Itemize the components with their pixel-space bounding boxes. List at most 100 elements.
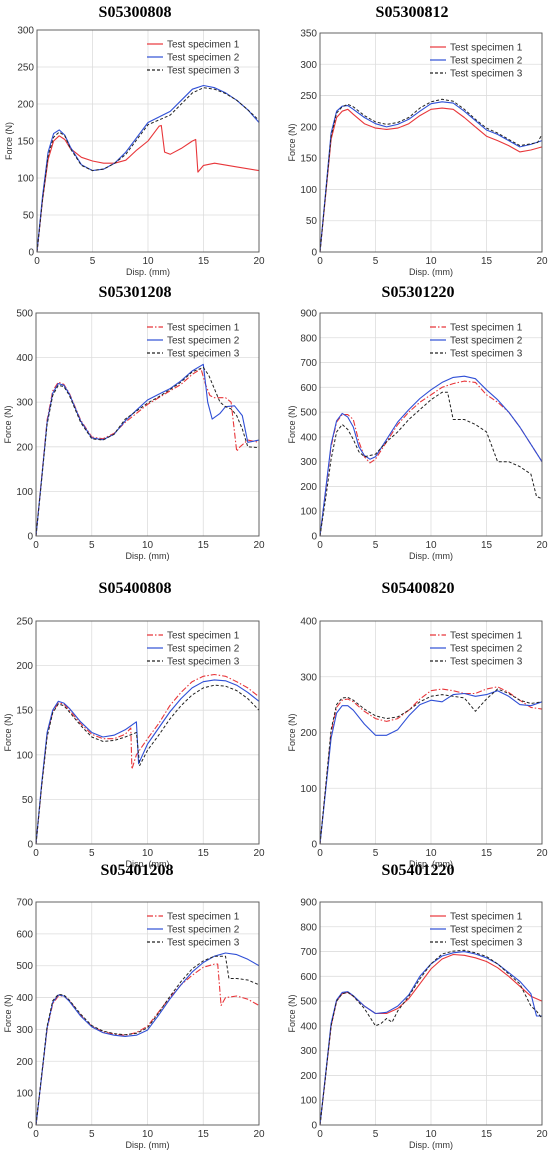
y-tick-label: 250 <box>300 91 317 102</box>
x-axis-label: Disp. (mm) <box>409 551 453 561</box>
series-line-1 <box>35 963 260 1126</box>
chart-title: S05301208 <box>99 284 172 301</box>
y-tick-label: 200 <box>300 728 317 739</box>
y-tick-label: 0 <box>311 532 317 543</box>
x-tick-label: 5 <box>373 1129 379 1140</box>
legend-entry: Test specimen 2 <box>450 56 523 67</box>
y-tick-label: 900 <box>300 898 317 909</box>
x-tick-label: 15 <box>481 1129 493 1140</box>
y-tick-label: 700 <box>16 898 33 909</box>
legend-entry: Test specimen 3 <box>167 938 240 949</box>
y-tick-label: 100 <box>300 1096 317 1107</box>
y-tick-label: 200 <box>16 661 33 672</box>
y-tick-label: 300 <box>17 26 34 37</box>
x-tick-label: 5 <box>89 848 95 859</box>
legend-entry: Test specimen 3 <box>450 938 523 949</box>
x-tick-label: 20 <box>253 848 265 859</box>
x-tick-label: 15 <box>198 848 210 859</box>
series-line-2 <box>319 690 543 845</box>
y-tick-label: 100 <box>300 507 317 518</box>
y-tick-label: 400 <box>16 353 33 364</box>
y-tick-label: 200 <box>300 482 317 493</box>
legend-entry: Test specimen 2 <box>167 644 240 655</box>
x-tick-label: 20 <box>536 848 548 859</box>
series-line-1 <box>36 124 260 253</box>
x-tick-label: 0 <box>33 1129 39 1140</box>
y-axis-label: Force (N) <box>287 994 297 1032</box>
y-tick-label: 500 <box>300 997 317 1008</box>
x-tick-label: 15 <box>198 1129 210 1140</box>
y-tick-label: 100 <box>300 185 317 196</box>
y-tick-label: 150 <box>300 154 317 165</box>
legend-entry: Test specimen 2 <box>167 336 240 347</box>
plot-frame <box>319 901 543 1126</box>
y-tick-label: 150 <box>17 137 34 148</box>
series-line-2 <box>35 952 260 1126</box>
y-tick-label: 600 <box>16 929 33 940</box>
series-line-3 <box>319 391 543 537</box>
y-tick-label: 250 <box>17 63 34 74</box>
y-tick-label: 250 <box>16 617 33 628</box>
y-tick-label: 0 <box>311 840 317 851</box>
legend-entry: Test specimen 2 <box>450 336 523 347</box>
x-tick-label: 10 <box>142 1129 154 1140</box>
series-line-1 <box>319 686 543 845</box>
y-tick-label: 400 <box>300 1021 317 1032</box>
legend-entry: Test specimen 3 <box>167 657 240 668</box>
legend-entry: Test specimen 1 <box>167 912 240 923</box>
x-tick-label: 10 <box>425 1129 437 1140</box>
x-tick-label: 10 <box>425 848 437 859</box>
y-tick-label: 100 <box>17 174 34 185</box>
y-tick-label: 900 <box>300 309 317 320</box>
y-tick-label: 300 <box>300 457 317 468</box>
legend-entry: Test specimen 1 <box>167 323 240 334</box>
plot-frame <box>36 29 260 253</box>
y-tick-label: 350 <box>300 29 317 40</box>
plot-frame <box>35 620 260 845</box>
chart-title: S05400808 <box>99 580 172 597</box>
y-tick-label: 200 <box>16 1057 33 1068</box>
series-line-2 <box>319 101 543 253</box>
plot-frame <box>319 312 543 537</box>
plot-frame <box>319 32 543 253</box>
x-tick-label: 0 <box>317 540 323 551</box>
y-tick-label: 300 <box>300 60 317 71</box>
chart-title: S05300808 <box>99 4 172 21</box>
y-axis-label: Force (N) <box>3 405 13 443</box>
x-tick-label: 5 <box>89 1129 95 1140</box>
series-line-3 <box>35 366 260 537</box>
y-tick-label: 0 <box>28 248 34 259</box>
y-tick-label: 0 <box>311 248 317 259</box>
x-axis-label: Disp. (mm) <box>409 267 453 277</box>
y-tick-label: 300 <box>300 1046 317 1057</box>
y-axis-label: Force (N) <box>287 123 297 161</box>
y-tick-label: 700 <box>300 358 317 369</box>
x-tick-label: 15 <box>481 540 493 551</box>
series-line-3 <box>35 684 260 845</box>
x-tick-label: 20 <box>536 1129 548 1140</box>
legend-entry: Test specimen 1 <box>450 43 523 54</box>
x-tick-label: 0 <box>317 256 323 267</box>
chart-title: S05300812 <box>376 4 449 21</box>
y-tick-label: 50 <box>22 795 34 806</box>
y-tick-label: 100 <box>16 487 33 498</box>
series-line-3 <box>36 87 260 253</box>
series-line-1 <box>319 107 543 253</box>
series-line-1 <box>35 368 260 537</box>
y-tick-label: 0 <box>311 1121 317 1132</box>
x-tick-label: 20 <box>536 256 548 267</box>
x-tick-label: 20 <box>253 540 265 551</box>
y-tick-label: 300 <box>16 1025 33 1036</box>
series-line-2 <box>35 363 260 537</box>
y-axis-label: Force (N) <box>4 122 14 160</box>
x-tick-label: 15 <box>198 540 210 551</box>
legend-entry: Test specimen 2 <box>167 53 240 64</box>
x-tick-label: 5 <box>373 848 379 859</box>
chart-title: S05301220 <box>382 284 455 301</box>
legend-entry: Test specimen 1 <box>450 912 523 923</box>
legend-entry: Test specimen 3 <box>450 349 523 360</box>
x-axis-label: Disp. (mm) <box>409 1140 453 1150</box>
